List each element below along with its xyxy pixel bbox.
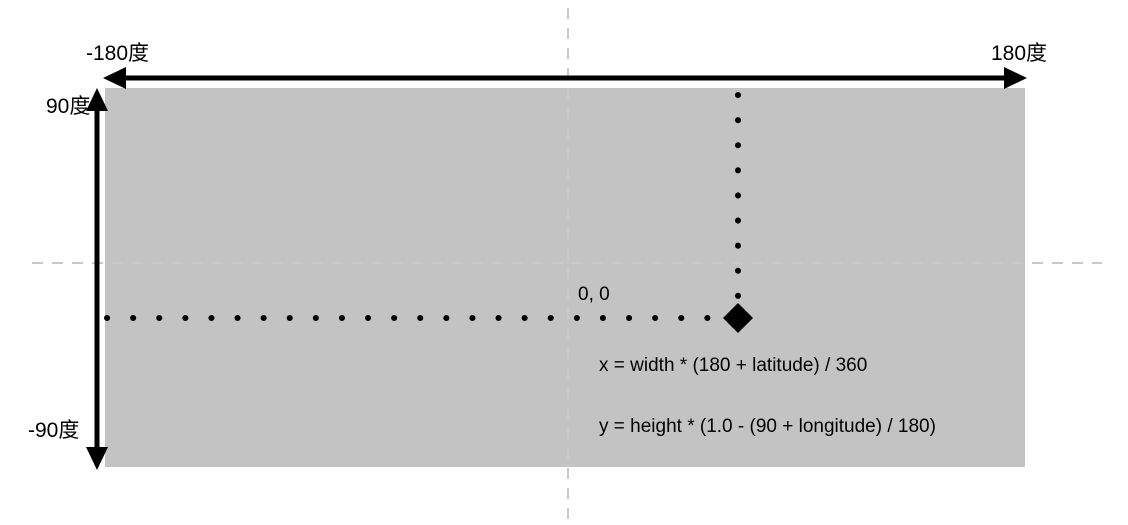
axis-label-north: 90度 — [46, 95, 91, 118]
axis-label-south: -90度 — [28, 419, 80, 442]
point-marker-diamond — [723, 303, 753, 333]
x-formula-label: x = width * (180 + latitude) / 360 — [599, 355, 868, 376]
axis-label-west: -180度 — [86, 42, 150, 65]
horizontal-axis-arrow — [103, 67, 1027, 89]
vertical-axis-arrow — [86, 88, 108, 470]
map-rectangle — [105, 88, 1025, 467]
axis-label-east: 180度 — [991, 42, 1048, 65]
y-formula-label: y = height * (1.0 - (90 + longitude) / 1… — [599, 416, 936, 437]
origin-label: 0, 0 — [578, 284, 610, 305]
